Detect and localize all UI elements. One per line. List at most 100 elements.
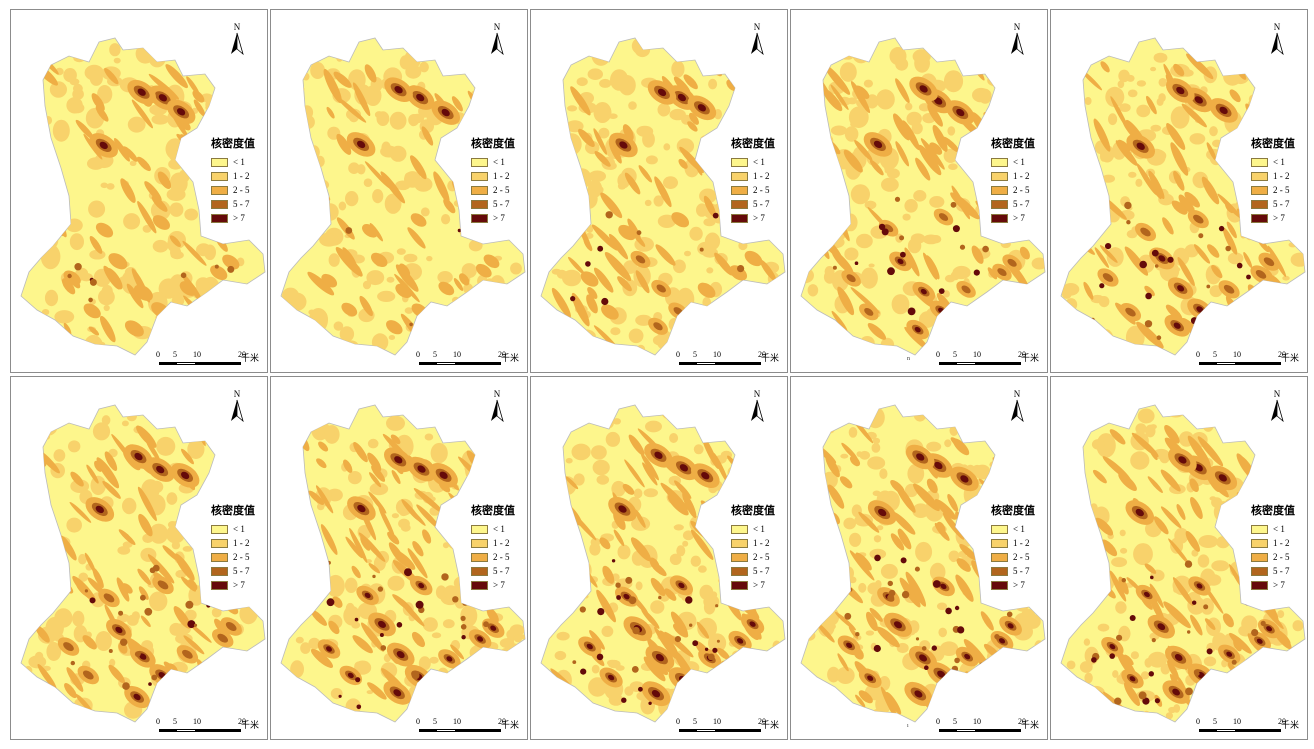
legend-label: 5 - 7 bbox=[1013, 566, 1030, 576]
legend-label: 5 - 7 bbox=[493, 566, 510, 576]
density-map bbox=[540, 37, 786, 356]
density-blob bbox=[1061, 688, 1075, 703]
scale-bar-segment bbox=[939, 729, 956, 732]
density-point bbox=[1206, 284, 1211, 289]
hotspot-mid bbox=[970, 153, 980, 162]
density-point bbox=[658, 595, 662, 600]
density-ridge bbox=[918, 144, 942, 176]
density-blob bbox=[403, 253, 418, 263]
density-blob bbox=[1102, 329, 1111, 335]
density-ridge bbox=[1002, 442, 1022, 461]
density-point bbox=[574, 189, 579, 194]
density-ridge bbox=[624, 459, 645, 488]
density-blob bbox=[405, 64, 422, 79]
density-blob bbox=[1156, 97, 1164, 106]
density-point bbox=[878, 223, 886, 231]
density-blob bbox=[469, 684, 479, 693]
density-point bbox=[227, 265, 235, 273]
density-blob bbox=[601, 625, 614, 637]
density-blob bbox=[856, 233, 873, 249]
density-blob bbox=[481, 650, 491, 657]
density-blob bbox=[149, 591, 168, 612]
density-blob bbox=[206, 421, 225, 440]
density-blob bbox=[106, 183, 115, 190]
density-blob bbox=[1150, 124, 1162, 132]
density-blob bbox=[929, 196, 945, 208]
density-ridge bbox=[959, 543, 978, 561]
density-blob bbox=[1028, 306, 1039, 316]
density-blob bbox=[684, 250, 691, 257]
hotspot-halo bbox=[179, 281, 197, 296]
density-ridge bbox=[99, 315, 116, 343]
density-blob bbox=[1260, 322, 1279, 341]
density-point bbox=[1093, 605, 1097, 609]
density-blob bbox=[727, 119, 735, 128]
density-blob bbox=[1261, 481, 1273, 489]
density-blob bbox=[858, 582, 867, 593]
density-ridge bbox=[181, 448, 194, 465]
density-point bbox=[832, 265, 837, 270]
hotspot-mid bbox=[225, 622, 237, 631]
density-blob bbox=[87, 157, 105, 170]
density-blob bbox=[1034, 640, 1044, 652]
density-blob bbox=[174, 419, 185, 428]
scale-unit-label: 千米 bbox=[241, 720, 260, 730]
legend-label: 5 - 7 bbox=[233, 566, 250, 576]
density-blob bbox=[1277, 610, 1285, 619]
density-blob bbox=[182, 151, 189, 160]
density-ridge bbox=[591, 224, 618, 251]
hotspot-core bbox=[1129, 676, 1136, 682]
density-blob bbox=[807, 326, 824, 345]
density-blob bbox=[1011, 437, 1031, 462]
density-blob bbox=[486, 487, 498, 500]
density-ridge bbox=[450, 644, 465, 660]
density-blob bbox=[636, 344, 646, 355]
density-blob bbox=[963, 135, 975, 147]
legend-label: > 7 bbox=[493, 213, 505, 223]
density-point bbox=[979, 662, 985, 668]
hotspot-halo bbox=[124, 320, 144, 337]
density-blob bbox=[203, 529, 211, 537]
density-blob bbox=[1090, 328, 1104, 339]
scale-bar-segment bbox=[456, 362, 501, 365]
density-point bbox=[372, 574, 376, 579]
density-point bbox=[716, 639, 720, 643]
density-blob bbox=[217, 45, 224, 50]
legend-item: > 7 bbox=[731, 578, 787, 592]
density-blob bbox=[1127, 89, 1138, 98]
density-ridge bbox=[638, 165, 653, 183]
density-blob bbox=[211, 432, 227, 445]
density-blob bbox=[581, 43, 592, 51]
legend-item: > 7 bbox=[1251, 578, 1307, 592]
density-blob bbox=[184, 609, 197, 621]
hotspot-mid bbox=[191, 518, 202, 528]
density-blob bbox=[1247, 693, 1262, 708]
density-ridge bbox=[926, 478, 938, 494]
density-blob bbox=[25, 684, 37, 698]
density-ridge bbox=[827, 484, 845, 509]
density-blob bbox=[708, 78, 718, 90]
density-blob bbox=[698, 565, 707, 573]
density-blob bbox=[1221, 406, 1228, 413]
density-ridge bbox=[966, 315, 985, 345]
density-blob bbox=[257, 469, 265, 476]
density-ridge bbox=[1226, 221, 1237, 239]
legend-label: > 7 bbox=[1013, 580, 1025, 590]
density-blob bbox=[1272, 477, 1292, 495]
density-ridge bbox=[999, 462, 1016, 492]
density-blob bbox=[179, 686, 189, 693]
density-ridge bbox=[360, 536, 371, 551]
density-ridge bbox=[310, 648, 334, 668]
density-blob bbox=[46, 642, 62, 661]
density-blob bbox=[95, 631, 112, 651]
density-blob bbox=[409, 119, 417, 127]
density-ridge bbox=[1123, 682, 1141, 706]
density-blob bbox=[156, 405, 172, 412]
density-blob bbox=[730, 336, 743, 348]
density-blob bbox=[83, 334, 104, 355]
density-blob bbox=[852, 43, 871, 64]
density-blob bbox=[1223, 67, 1242, 86]
density-point bbox=[460, 615, 466, 621]
density-blob bbox=[1086, 570, 1098, 585]
